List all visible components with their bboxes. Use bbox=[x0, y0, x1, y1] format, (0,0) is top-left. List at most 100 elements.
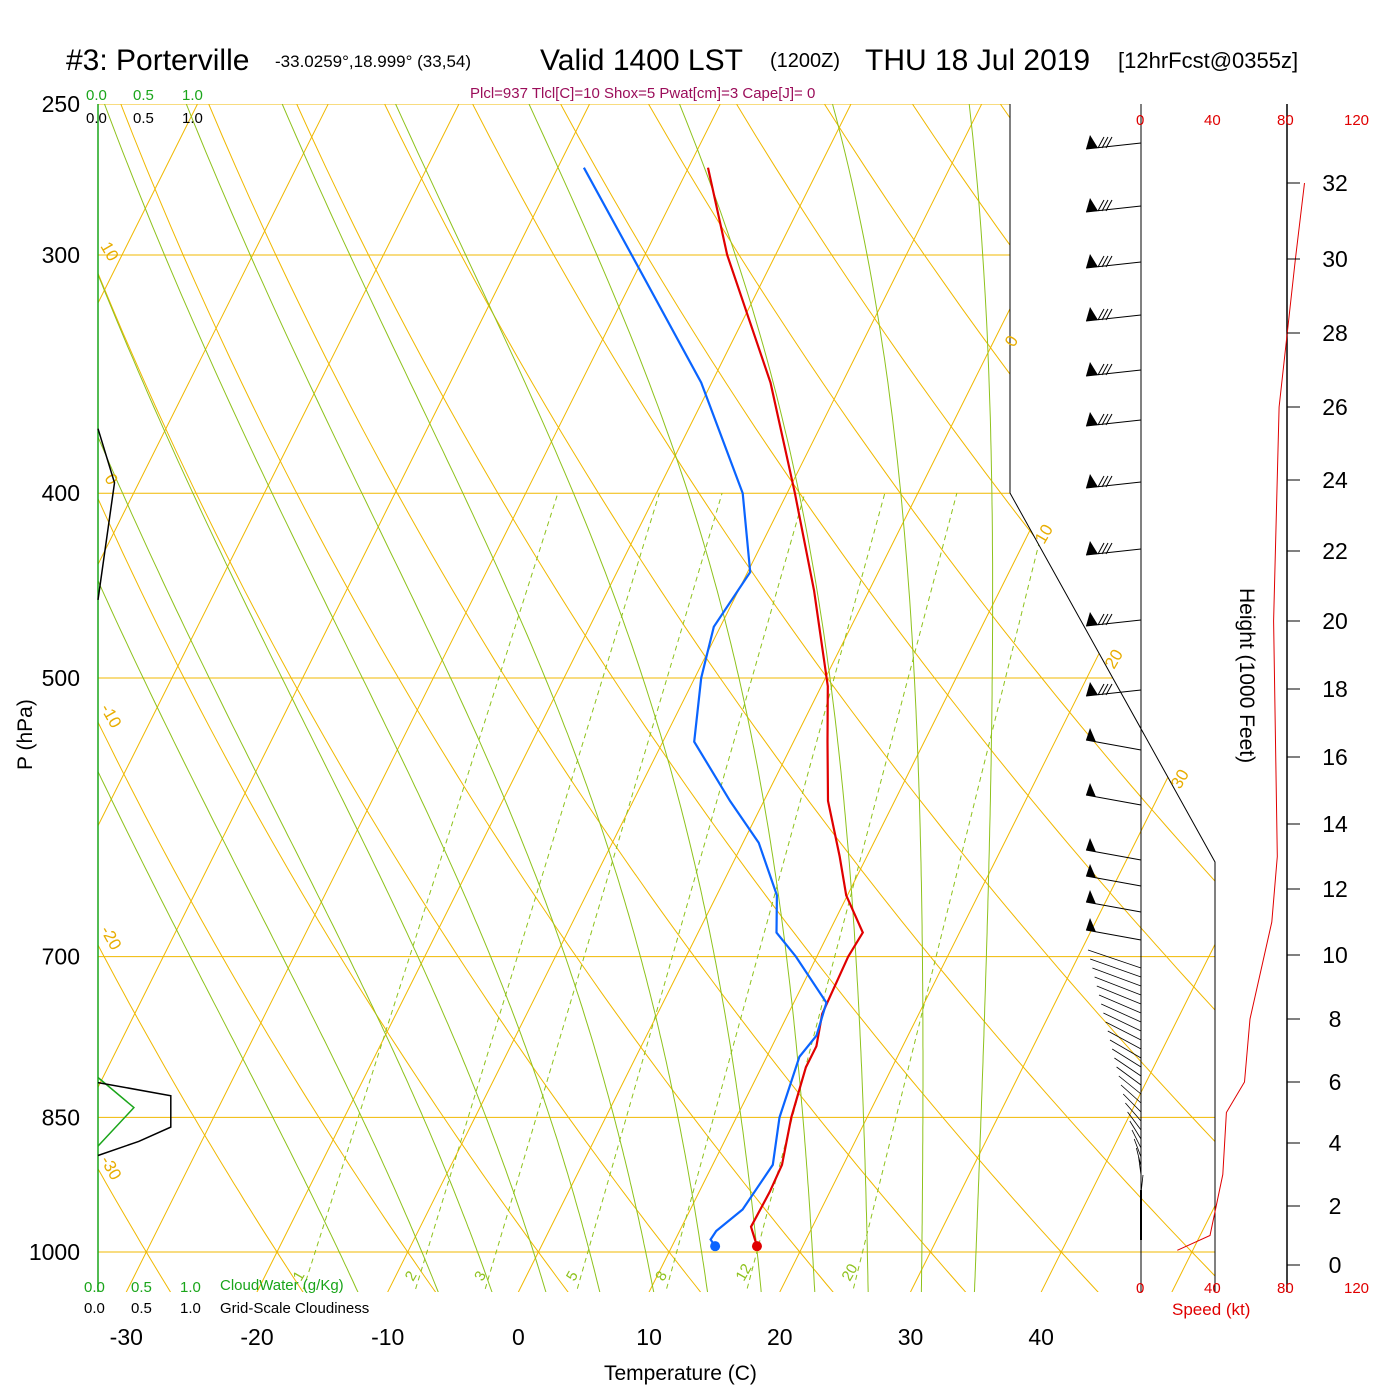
sounding-traces bbox=[582, 167, 865, 1252]
moist-adiabat bbox=[964, 104, 994, 1292]
dry-adiabat bbox=[98, 104, 593, 1292]
wind-barb-staff bbox=[1127, 1111, 1142, 1131]
wind-barb bbox=[1129, 1120, 1142, 1140]
wind-barb-feather bbox=[1105, 613, 1113, 626]
mixing-ratio-label: 3 bbox=[471, 1268, 490, 1284]
cloudiness-tick-1-top: 0.5 bbox=[133, 110, 154, 127]
temperature-line bbox=[706, 167, 865, 1247]
isotherm-line bbox=[98, 104, 607, 1292]
height-tick-label: 18 bbox=[1322, 676, 1348, 702]
wind-barb-feather bbox=[1105, 542, 1113, 555]
wind-barb bbox=[1122, 1093, 1142, 1113]
moist-adiabat bbox=[665, 104, 870, 1292]
dry-adiabat bbox=[98, 104, 727, 1292]
wind-barb-staff bbox=[1105, 1021, 1142, 1041]
wind-barb-feather bbox=[1101, 363, 1109, 376]
wind-barb bbox=[1111, 1048, 1142, 1068]
dry-adiabat bbox=[281, 104, 1128, 1292]
wind-barb-staff bbox=[1107, 1030, 1142, 1050]
pressure-tick-label: 850 bbox=[42, 1104, 80, 1130]
wind-barb-staff bbox=[1087, 949, 1142, 969]
wind-barb-feather bbox=[1097, 613, 1105, 626]
wind-barb-flag bbox=[1086, 682, 1098, 696]
moist-adiabat bbox=[98, 104, 556, 1292]
isotherm-label: 10 bbox=[1031, 521, 1057, 547]
mixing-ratio-labels: 1 2 3 5 8 12 20 bbox=[290, 1261, 862, 1284]
height-tick-label: 8 bbox=[1329, 1006, 1342, 1032]
mixing-ratio-line bbox=[844, 493, 1052, 1292]
mixing-ratio-line bbox=[566, 493, 806, 1292]
cloudwater-tick-2-top: 1.0 bbox=[182, 87, 203, 104]
wind-barb-feather bbox=[1105, 308, 1113, 321]
wind-barb-flag bbox=[1086, 307, 1098, 321]
dry-adiabat bbox=[542, 104, 1215, 1292]
title-valid: Valid 1400 LST bbox=[540, 44, 743, 77]
dry-adiabat bbox=[98, 104, 191, 1292]
height-tick-label: 20 bbox=[1322, 608, 1348, 634]
wind-barb-staff bbox=[1125, 1102, 1142, 1122]
wind-barb bbox=[1098, 994, 1142, 1014]
wind-barb-staff bbox=[1118, 1075, 1142, 1095]
isotherm-line bbox=[110, 104, 738, 1292]
cloudiness-tick-0-bottom: 0.0 bbox=[84, 1300, 105, 1317]
dry-adiabat bbox=[1063, 104, 1215, 1292]
wind-barb-feather bbox=[1105, 363, 1113, 376]
moist-adiabat bbox=[513, 104, 817, 1292]
wind-barb-staff bbox=[1090, 958, 1142, 978]
temperature-tick-label: 0 bbox=[512, 1324, 525, 1350]
height-tick-label: 4 bbox=[1329, 1130, 1342, 1156]
height-tick-label: 26 bbox=[1322, 394, 1348, 420]
dry-adiabat bbox=[107, 104, 860, 1292]
wind-barb-feather bbox=[1105, 136, 1113, 149]
wind-barb bbox=[1087, 949, 1142, 969]
wind-barb-staff bbox=[1103, 1012, 1142, 1032]
cloudiness-tick-0-top: 0.0 bbox=[86, 110, 107, 127]
wind-barb bbox=[1085, 612, 1142, 627]
height-tick-label: 24 bbox=[1322, 467, 1348, 493]
wind-barb bbox=[1109, 1039, 1142, 1059]
temperature-tick-label: -20 bbox=[240, 1324, 273, 1350]
wind-barb-staff bbox=[1094, 976, 1142, 996]
wind-barb bbox=[1085, 838, 1142, 861]
wind-barb bbox=[1085, 362, 1142, 377]
wind-barb bbox=[1085, 682, 1142, 697]
temperature-tick-label: 30 bbox=[898, 1324, 924, 1350]
wind-barb bbox=[1114, 1057, 1142, 1077]
pressure-ticks: 250 300 400 500 700 850 1000 bbox=[29, 91, 80, 1265]
wind-barb-feather bbox=[1097, 136, 1105, 149]
cloudwater-tick-0-top: 0.0 bbox=[86, 87, 107, 104]
cloudwater-trace bbox=[97, 1076, 135, 1147]
cloudwater-tick-2-bottom: 1.0 bbox=[180, 1279, 201, 1296]
speed-tick-0-top: 0 bbox=[1136, 112, 1144, 129]
dry-adiabat bbox=[368, 104, 1215, 1292]
wind-barb-staff bbox=[1114, 1057, 1142, 1077]
wind-barb-feather bbox=[1101, 542, 1109, 555]
speed-tick-1-bottom: 40 bbox=[1204, 1280, 1221, 1297]
dewpoint-surface-dot bbox=[710, 1241, 721, 1252]
wind-barb-flag bbox=[1086, 474, 1098, 488]
wind-barb-feather bbox=[1097, 413, 1105, 426]
wind-barb-feather bbox=[1105, 199, 1113, 212]
wind-barb-flag bbox=[1086, 864, 1096, 878]
wind-barb-flag bbox=[1086, 362, 1098, 376]
moist-adiabat bbox=[379, 104, 765, 1292]
y-axis-label: P (hPa) bbox=[14, 699, 37, 770]
wind-barb bbox=[1105, 1021, 1142, 1041]
isotherm-line bbox=[240, 104, 869, 1292]
wind-barb-staff bbox=[1131, 1129, 1142, 1149]
wind-barb bbox=[1133, 1138, 1142, 1158]
pressure-tick-label: 500 bbox=[42, 665, 80, 691]
speed-tick-3-top: 120 bbox=[1344, 112, 1369, 129]
wind-barb-flag bbox=[1086, 254, 1098, 268]
cloudwater-tick-1-top: 0.5 bbox=[133, 87, 154, 104]
wind-speed-line bbox=[1177, 182, 1305, 1251]
wind-barb-feather bbox=[1097, 255, 1105, 268]
wind-barb bbox=[1085, 783, 1142, 806]
wind-barb-flag bbox=[1086, 612, 1098, 626]
dry-adiabat bbox=[715, 104, 1215, 1292]
cloudwater-tick-1-bottom: 0.5 bbox=[131, 1279, 152, 1296]
speed-tick-2-bottom: 80 bbox=[1277, 1280, 1294, 1297]
wind-barb-feather bbox=[1097, 308, 1105, 321]
